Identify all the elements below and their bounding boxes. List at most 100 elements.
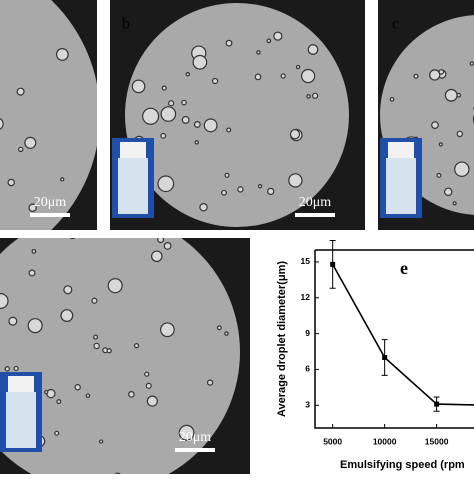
droplet	[75, 385, 80, 390]
droplet	[222, 190, 227, 195]
panel-label: c	[392, 16, 399, 33]
droplet	[14, 366, 18, 370]
droplet	[25, 137, 36, 148]
droplet	[274, 32, 282, 40]
droplet	[61, 310, 73, 322]
marker	[434, 402, 439, 407]
droplet	[255, 74, 261, 80]
droplet	[129, 392, 134, 397]
y-tick-label: 3	[305, 400, 310, 410]
droplet	[257, 51, 260, 54]
droplet	[302, 70, 315, 83]
droplet	[107, 349, 111, 353]
panel-content: c	[378, 0, 474, 230]
droplet	[268, 188, 274, 194]
droplet	[135, 344, 139, 348]
y-tick-label: 12	[301, 292, 311, 302]
droplet	[259, 185, 262, 188]
droplet	[169, 101, 174, 106]
vial-cap	[120, 142, 146, 158]
droplet	[28, 319, 42, 333]
droplet	[147, 396, 157, 406]
droplet	[308, 45, 318, 55]
droplet	[152, 251, 162, 261]
droplet	[132, 80, 144, 92]
marker	[382, 355, 387, 360]
droplet	[281, 74, 285, 78]
droplet	[29, 270, 35, 276]
droplet	[439, 70, 443, 74]
panel: c	[378, 0, 474, 230]
droplet	[225, 332, 228, 335]
droplet	[204, 119, 217, 132]
droplet	[439, 143, 442, 146]
droplet	[161, 133, 166, 138]
droplet	[162, 86, 166, 90]
droplet	[8, 179, 14, 185]
droplet	[94, 335, 98, 339]
droplet	[108, 279, 122, 293]
droplet	[200, 204, 207, 211]
droplet	[390, 98, 394, 102]
droplet	[145, 372, 149, 376]
droplet	[414, 74, 418, 78]
droplet	[5, 367, 9, 371]
x-tick-label: 15000	[425, 436, 449, 446]
droplet	[161, 107, 175, 121]
vial-body	[118, 158, 148, 214]
droplet	[432, 122, 439, 129]
marker	[330, 262, 335, 267]
droplet	[307, 95, 310, 98]
droplet	[61, 178, 64, 181]
line	[333, 264, 474, 405]
droplet	[17, 88, 24, 95]
droplet	[161, 323, 175, 337]
panel-label: b	[122, 16, 130, 33]
droplet	[45, 391, 48, 394]
scale-bar	[30, 213, 70, 217]
droplet	[186, 73, 189, 76]
droplet	[437, 174, 441, 178]
droplet	[182, 117, 189, 124]
droplet	[455, 162, 469, 176]
scale-bar-label: 20μm	[299, 195, 332, 210]
droplet	[92, 298, 97, 303]
droplet	[238, 187, 243, 192]
droplet	[86, 394, 89, 397]
droplet	[430, 70, 440, 80]
droplet	[313, 93, 318, 98]
vial-body	[386, 158, 416, 214]
droplet	[164, 243, 171, 250]
y-tick-label: 6	[305, 364, 310, 374]
droplet	[194, 122, 200, 128]
panel-content: 20μm	[0, 0, 100, 275]
y-axis-label: Average droplet diameter(μm)	[276, 261, 288, 417]
droplet	[290, 130, 299, 139]
droplet	[182, 100, 186, 104]
droplet	[19, 147, 23, 151]
vial-cap	[388, 142, 414, 158]
y-tick-label: 15	[301, 256, 311, 266]
panel: 20μm b	[110, 0, 365, 230]
droplet	[195, 141, 198, 144]
x-axis-label: Emulsifying speed (rpm	[340, 459, 465, 471]
droplet	[193, 56, 207, 70]
droplet	[158, 176, 174, 192]
panel-content: 20μm b	[110, 0, 365, 230]
panel: 20μm	[0, 0, 100, 275]
scale-bar	[295, 213, 335, 217]
droplet	[9, 317, 17, 325]
scale-bar-label: 20μm	[179, 430, 212, 445]
y-tick-label: 9	[305, 328, 310, 338]
droplet	[69, 231, 76, 238]
droplet	[208, 380, 213, 385]
panel-content: 20μm	[0, 212, 250, 474]
panel: 20μm	[0, 212, 250, 474]
droplet	[226, 40, 232, 46]
droplet	[47, 390, 55, 398]
droplet	[267, 39, 271, 43]
droplet	[445, 188, 452, 195]
